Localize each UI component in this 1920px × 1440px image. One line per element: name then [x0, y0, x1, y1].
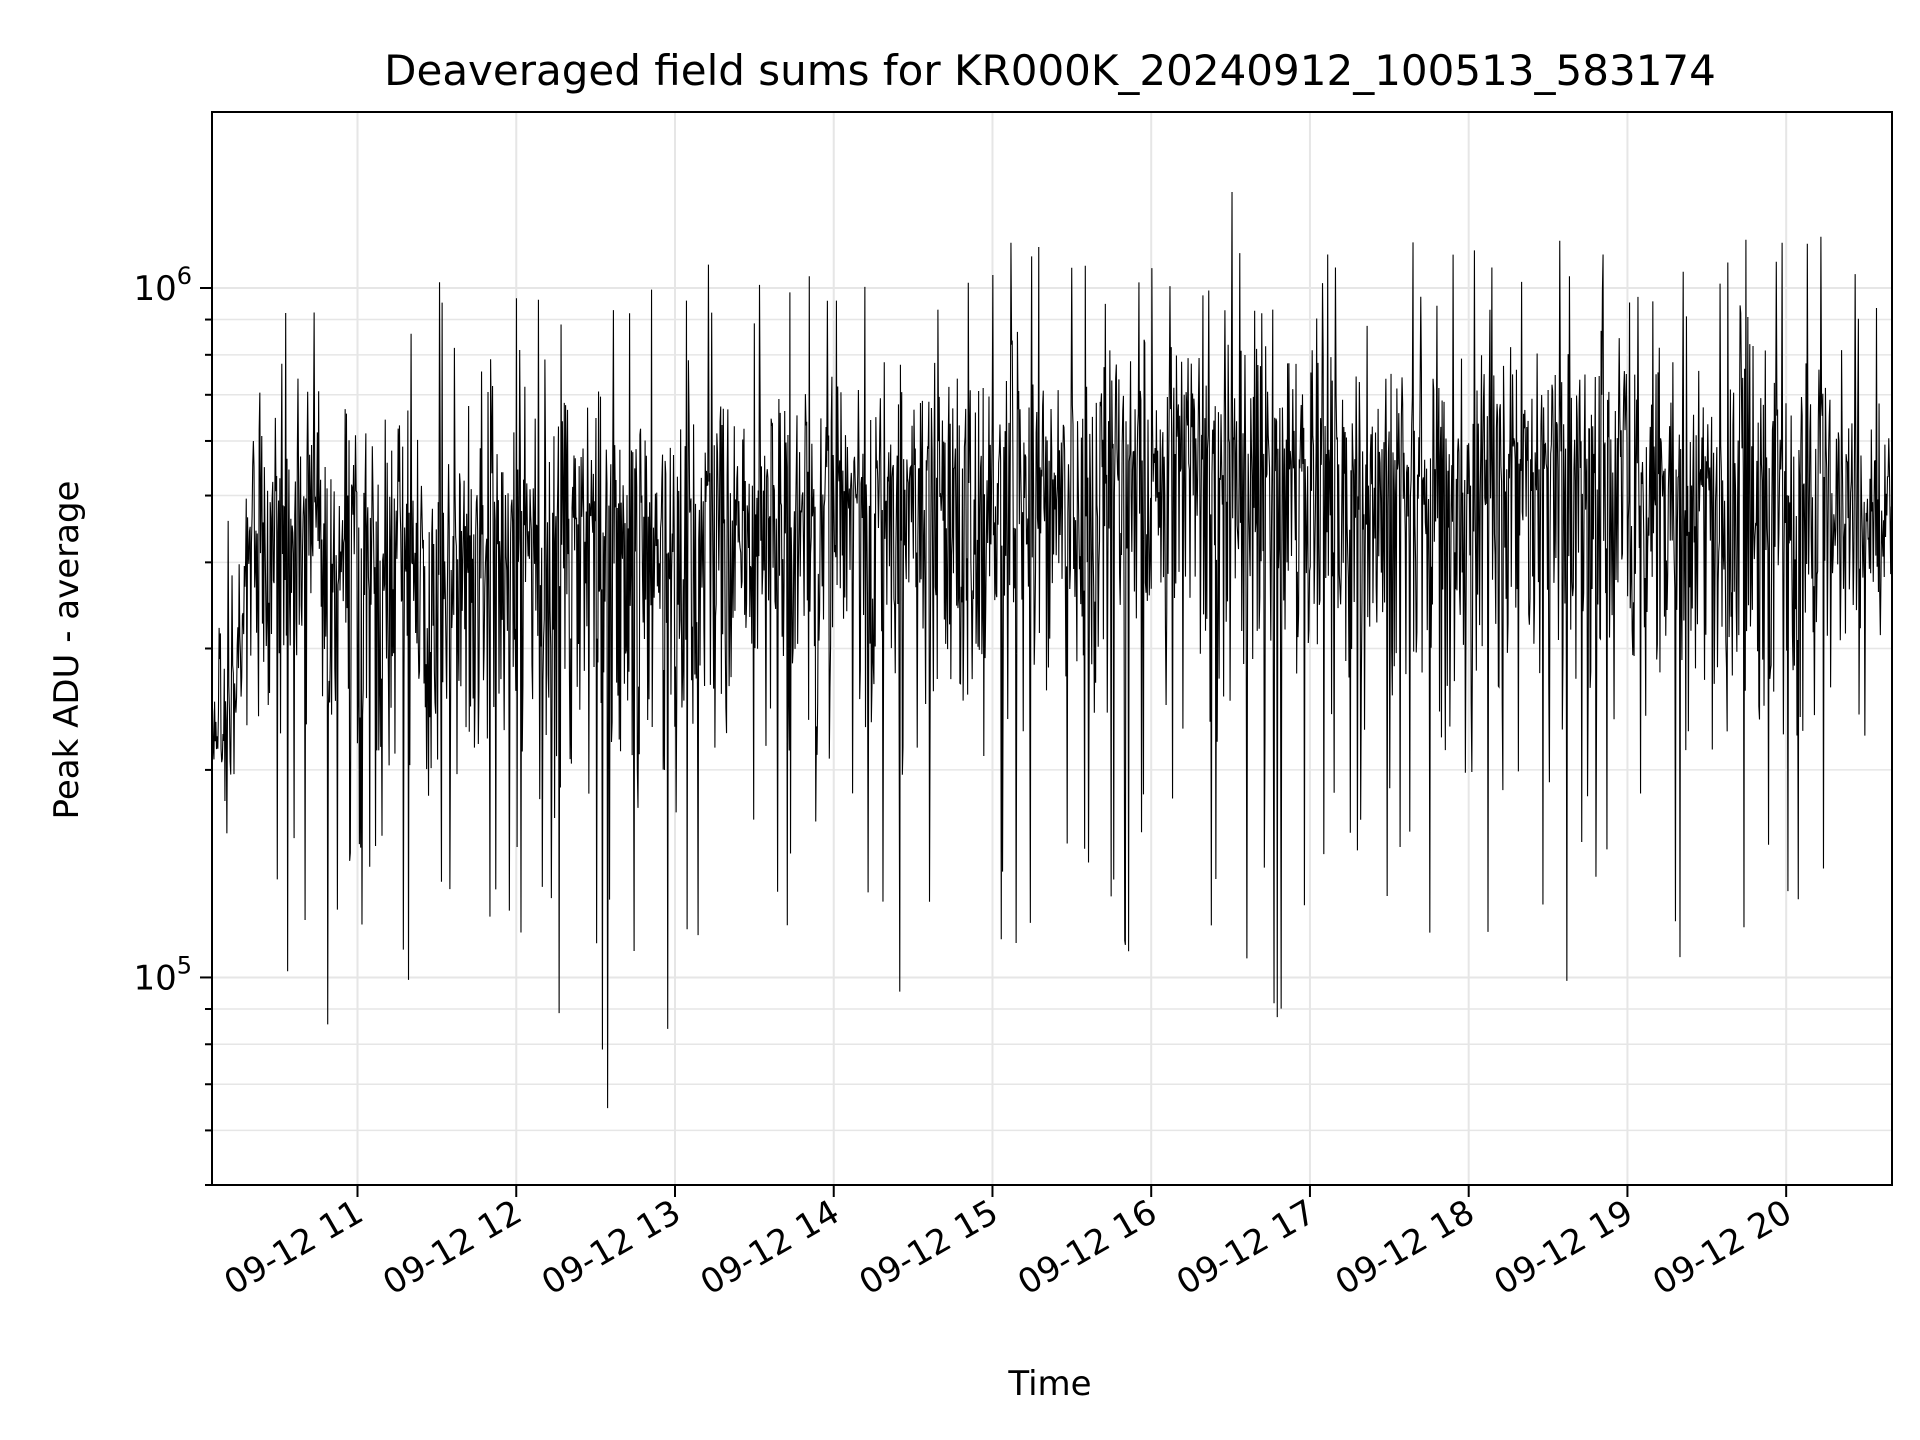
y-tick-label: 105: [133, 951, 192, 998]
y-axis: 105 106: [133, 262, 212, 1186]
y-tick-label: 106: [133, 262, 192, 309]
x-axis-label: Time: [1007, 1364, 1091, 1404]
chart-title: Deaveraged field sums for KR000K_2024091…: [384, 46, 1716, 95]
y-axis-label: Peak ADU - average: [47, 481, 87, 820]
series-line: [211, 191, 1893, 1109]
series-group: [211, 191, 1893, 1109]
